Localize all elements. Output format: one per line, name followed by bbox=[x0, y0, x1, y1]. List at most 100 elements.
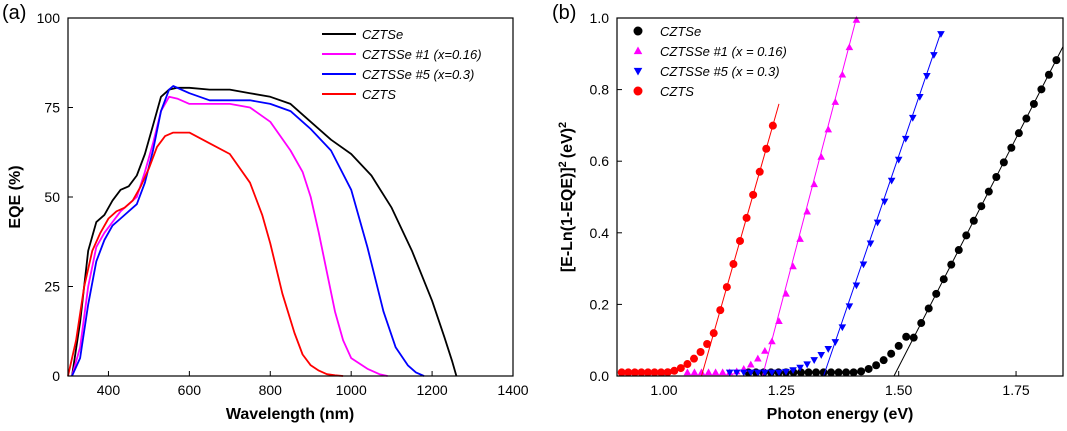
panel-b-point-0 bbox=[1022, 114, 1031, 123]
panel-b-point-0 bbox=[857, 367, 866, 376]
panel-a-x-tick-label: 600 bbox=[178, 382, 202, 398]
panel-b-frame bbox=[616, 17, 1064, 377]
panel-b-point-0 bbox=[962, 231, 971, 240]
panel-a-x-tick-label: 1000 bbox=[336, 382, 367, 398]
panel-a-legend-label-0: CZTSe bbox=[362, 27, 403, 42]
panel-b-point-2 bbox=[894, 156, 903, 164]
panel-b-point-2 bbox=[923, 73, 931, 80]
panel-b-point-2 bbox=[887, 177, 896, 185]
panel-b-point-3 bbox=[703, 340, 712, 349]
panel-b-point-1 bbox=[711, 368, 720, 376]
panel-b-point-0 bbox=[954, 246, 963, 255]
panel-b-x-tick-label: 1.75 bbox=[1002, 382, 1029, 398]
panel-b-point-3 bbox=[716, 306, 725, 315]
panel-b-point-1 bbox=[796, 235, 804, 242]
panel-a-y-tick-label: 75 bbox=[44, 100, 60, 116]
panel-b-point-3 bbox=[696, 348, 705, 357]
panel-b-legend-label-2: CZTSSe #5 (x = 0.3) bbox=[660, 64, 780, 79]
panel-b-y-axis-label-main: [E-Ln(1-EQE)] bbox=[559, 167, 576, 272]
panel-b-point-1 bbox=[817, 152, 826, 160]
panel-b-point-1 bbox=[747, 360, 755, 368]
panel-b-point-0 bbox=[879, 356, 888, 365]
panel-b-point-2 bbox=[852, 282, 861, 290]
panel-b-point-3 bbox=[762, 144, 771, 153]
panel-b-point-2 bbox=[782, 368, 790, 376]
panel-a-legend-label-2-prefix: CZTSSe #5 bbox=[362, 67, 434, 82]
panel-a-series-line-1 bbox=[71, 95, 388, 377]
panel-b-y-axis-label-sup: 2 bbox=[557, 161, 569, 167]
panel-a-frame bbox=[67, 17, 514, 377]
panel-b-point-3 bbox=[729, 260, 738, 269]
panel-b-y-tick-label: 0.0 bbox=[590, 368, 610, 384]
panel-b-legend-marker-0 bbox=[633, 26, 643, 36]
panel-b-point-3 bbox=[670, 366, 679, 375]
panel-b-point-3 bbox=[755, 167, 764, 176]
panel-b-point-0 bbox=[842, 368, 851, 377]
panel-a-legend-label-2: CZTSSe #5 (x=0.3) bbox=[362, 67, 474, 82]
panel-b-series bbox=[617, 15, 1064, 377]
panel-b-point-3 bbox=[657, 368, 666, 377]
panel-b-x-tick-label: 1.50 bbox=[885, 382, 912, 398]
panel-b-point-0 bbox=[827, 368, 836, 377]
panel-b-y-tick-label: 0.8 bbox=[590, 82, 610, 98]
panel-b-legend-label-3-prefix: CZTS bbox=[660, 84, 694, 99]
panel-b-point-2 bbox=[873, 219, 882, 227]
panel-b-point-2 bbox=[768, 369, 776, 377]
panel-a-x-tick-label: 800 bbox=[259, 382, 283, 398]
panel-b-point-0 bbox=[902, 332, 911, 341]
panel-b-x-tick-label: 1.00 bbox=[650, 382, 677, 398]
panel-b-point-1 bbox=[845, 43, 854, 51]
panel-b-point-0 bbox=[947, 260, 956, 269]
panel-b-point-0 bbox=[1007, 143, 1016, 152]
panel-a-series bbox=[67, 85, 458, 377]
panel-b-point-3 bbox=[650, 368, 659, 377]
panel-a-series-line-2 bbox=[71, 85, 425, 377]
panel-b-point-3 bbox=[617, 368, 626, 377]
panel-b: (b) 1.00 1.25 1.50 1.75 0.0 0.2 0.4 0.6 0.8 1.0 P… bbox=[552, 2, 1064, 423]
panel-b-point-2 bbox=[810, 357, 818, 364]
panel-b-point-2 bbox=[916, 93, 924, 101]
panel-b-point-3 bbox=[736, 236, 745, 245]
panel-b-point-2 bbox=[838, 324, 847, 332]
panel-b-point-1 bbox=[683, 368, 692, 376]
panel-b-point-0 bbox=[1014, 129, 1023, 138]
panel-b-point-1 bbox=[754, 354, 762, 362]
panel-a-x-tick-label: 1400 bbox=[497, 382, 528, 398]
panel-b-point-2 bbox=[732, 369, 741, 377]
panel-a-x-tick-label: 400 bbox=[97, 382, 121, 398]
panel-b-point-1 bbox=[782, 289, 790, 297]
panel-b-point-2 bbox=[796, 364, 804, 372]
panel-b-point-2 bbox=[761, 369, 769, 377]
panel-b-y-tick-label: 0.4 bbox=[590, 225, 610, 241]
panel-b-legend-label-1-suffix: (x = 0.16) bbox=[732, 44, 787, 59]
panel-b-point-0 bbox=[999, 158, 1008, 167]
panel-b-point-1 bbox=[831, 98, 840, 105]
panel-b-legend-label-1-prefix: CZTSSe #1 bbox=[660, 44, 732, 59]
panel-b-y-tick-label: 0.2 bbox=[590, 296, 610, 312]
panel-b-point-3 bbox=[722, 283, 731, 292]
panel-b-point-3 bbox=[637, 368, 646, 377]
panel-b-point-0 bbox=[894, 341, 903, 350]
panel-b-point-0 bbox=[1037, 85, 1046, 94]
panel-a-x-tick-label: 1200 bbox=[417, 382, 448, 398]
panel-b-point-1 bbox=[838, 70, 847, 78]
panel-b-point-0 bbox=[1052, 56, 1061, 65]
panel-b-point-0 bbox=[917, 319, 926, 328]
panel-b-point-2 bbox=[937, 31, 945, 38]
panel-b-y-axis-label-unit: (eV) bbox=[559, 128, 576, 158]
panel-b-point-0 bbox=[969, 216, 978, 225]
panel-b-point-0 bbox=[872, 361, 881, 370]
panel-a-series-line-3 bbox=[67, 131, 344, 377]
panel-b-legend-label-2-prefix: CZTSSe #5 bbox=[660, 64, 732, 79]
panel-b-point-2 bbox=[866, 240, 875, 248]
panel-b-point-1 bbox=[761, 346, 769, 354]
panel-a-series-line-0 bbox=[71, 86, 458, 377]
panel-a-legend-label-1-prefix: CZTSSe #1 bbox=[362, 47, 434, 62]
panel-b-point-0 bbox=[1044, 70, 1053, 79]
panel-b-legend-label-2-suffix: (x = 0.3) bbox=[732, 64, 780, 79]
panel-b-fit-line-1 bbox=[762, 17, 857, 377]
panel-b-point-3 bbox=[709, 329, 718, 338]
panel-a-label: (a) bbox=[2, 2, 26, 24]
panel-b-point-2 bbox=[775, 369, 783, 377]
